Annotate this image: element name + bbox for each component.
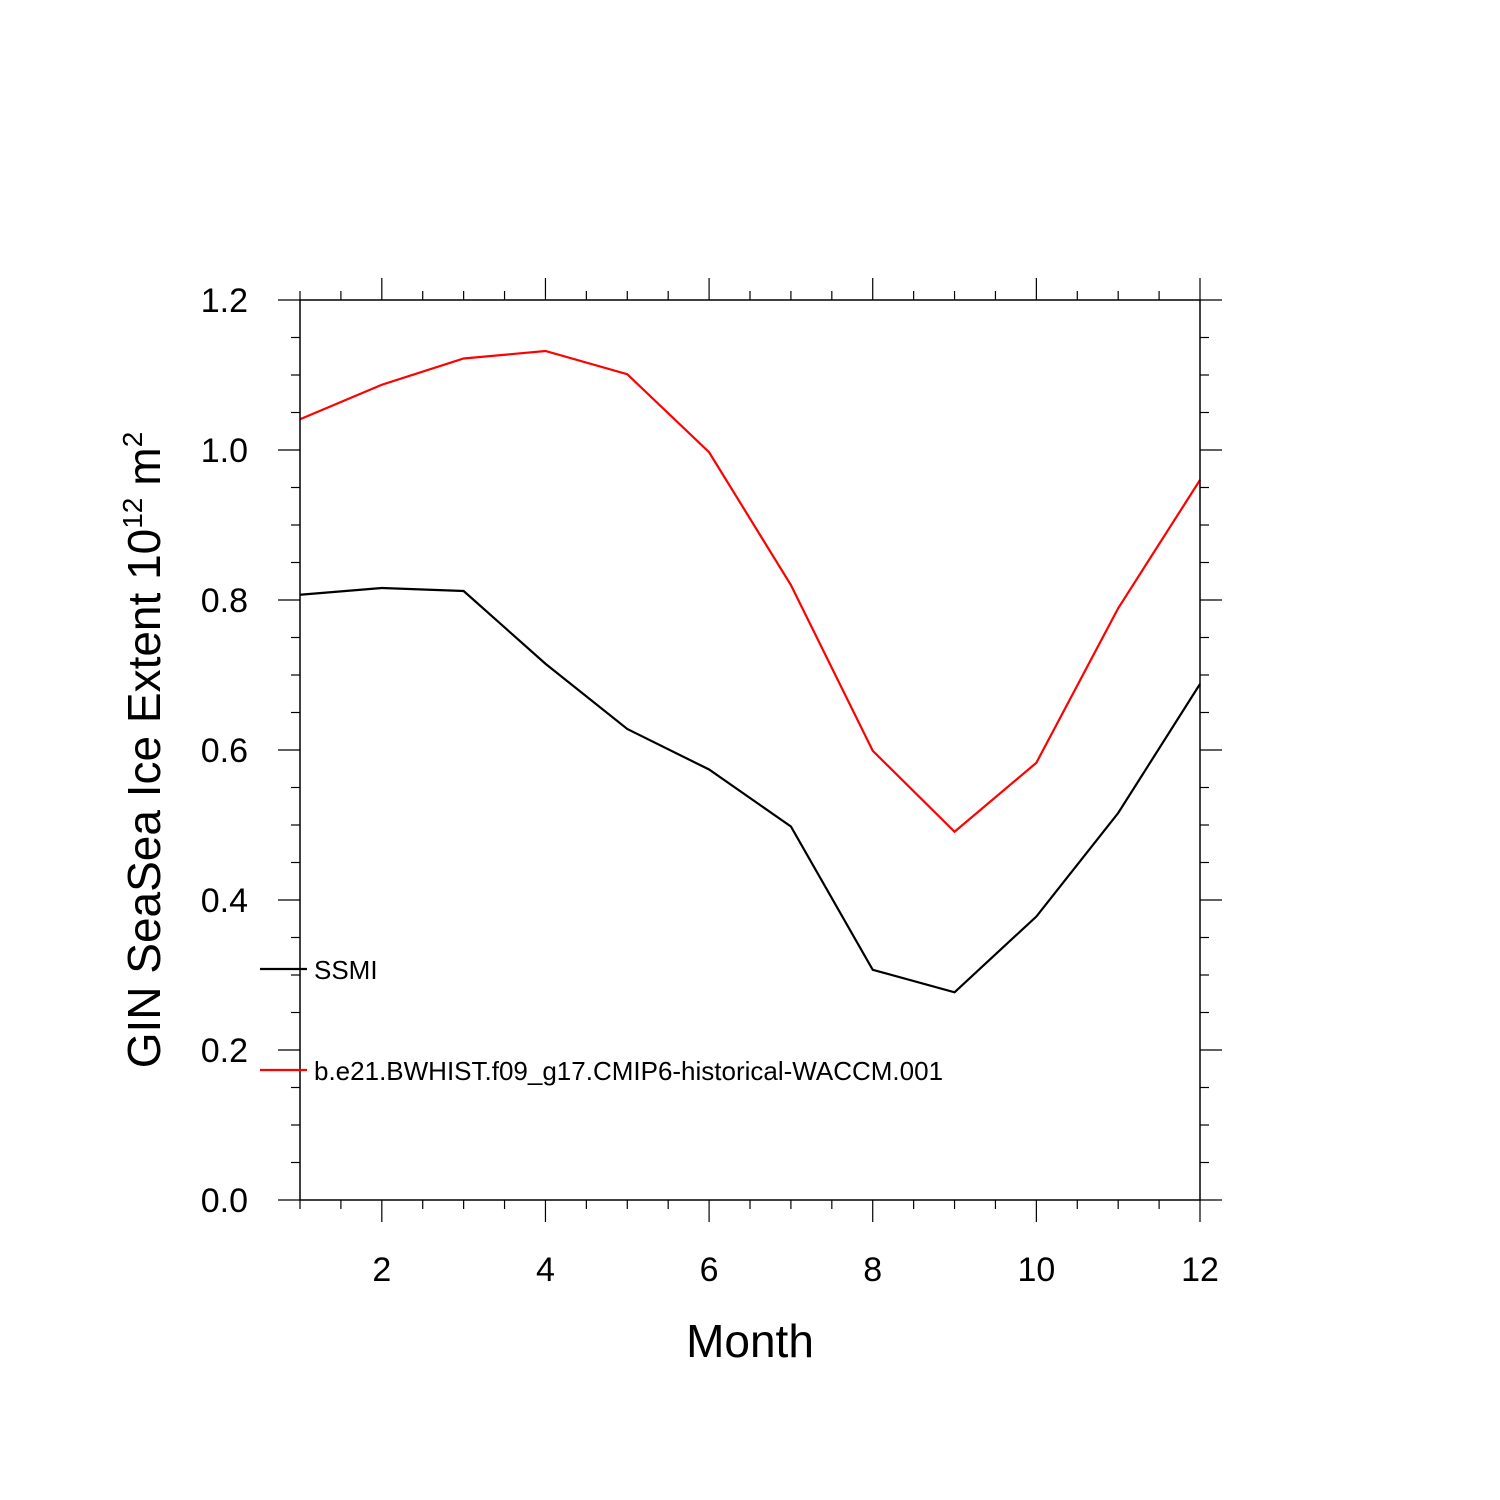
tick-labels: 2 4 6 8 10 12 0.0 0.2 0.4 0.6 0.8 1.0 1.2 — [201, 282, 1219, 1289]
y-tick-label: 0.4 — [201, 882, 248, 920]
y-tick-label: 0.8 — [201, 582, 248, 620]
y-tick-label: 1.0 — [201, 432, 248, 470]
y-tick-label: 0.6 — [201, 732, 248, 770]
y-axis-title-text: GIN SeaSea Ice Extent 10 — [118, 529, 170, 1069]
x-tick-label: 12 — [1181, 1251, 1219, 1289]
y-axis-title: GIN SeaSea Ice Extent 1012 m2 — [117, 432, 170, 1069]
series-line-1 — [299, 349, 1201, 834]
x-tick-label: 10 — [1017, 1251, 1055, 1289]
y-tick-label: 1.2 — [201, 282, 248, 320]
x-tick-label: 6 — [700, 1251, 719, 1289]
y-axis-title-unit-exponent: 2 — [117, 432, 148, 448]
y-axis-title-unit: m — [118, 447, 170, 485]
legend-label-1: b.e21.BWHIST.f09_g17.CMIP6-historical-WA… — [314, 1056, 943, 1086]
x-tick-label: 4 — [536, 1251, 555, 1289]
x-tick-label: 2 — [372, 1251, 391, 1289]
x-tick-label: 8 — [863, 1251, 882, 1289]
y-tick-label: 0.0 — [201, 1182, 248, 1220]
legend: SSMI b.e21.BWHIST.f09_g17.CMIP6-historica… — [260, 955, 943, 1086]
y-tick-label: 0.2 — [201, 1032, 248, 1070]
series-line-0 — [299, 586, 1201, 994]
series-lines — [299, 349, 1201, 994]
legend-label-0: SSMI — [314, 955, 378, 985]
plot-frame — [299, 299, 1201, 1201]
y-axis-title-exponent: 12 — [117, 498, 148, 529]
axis-ticks — [278, 278, 1222, 1222]
x-axis-title: Month — [686, 1315, 814, 1367]
